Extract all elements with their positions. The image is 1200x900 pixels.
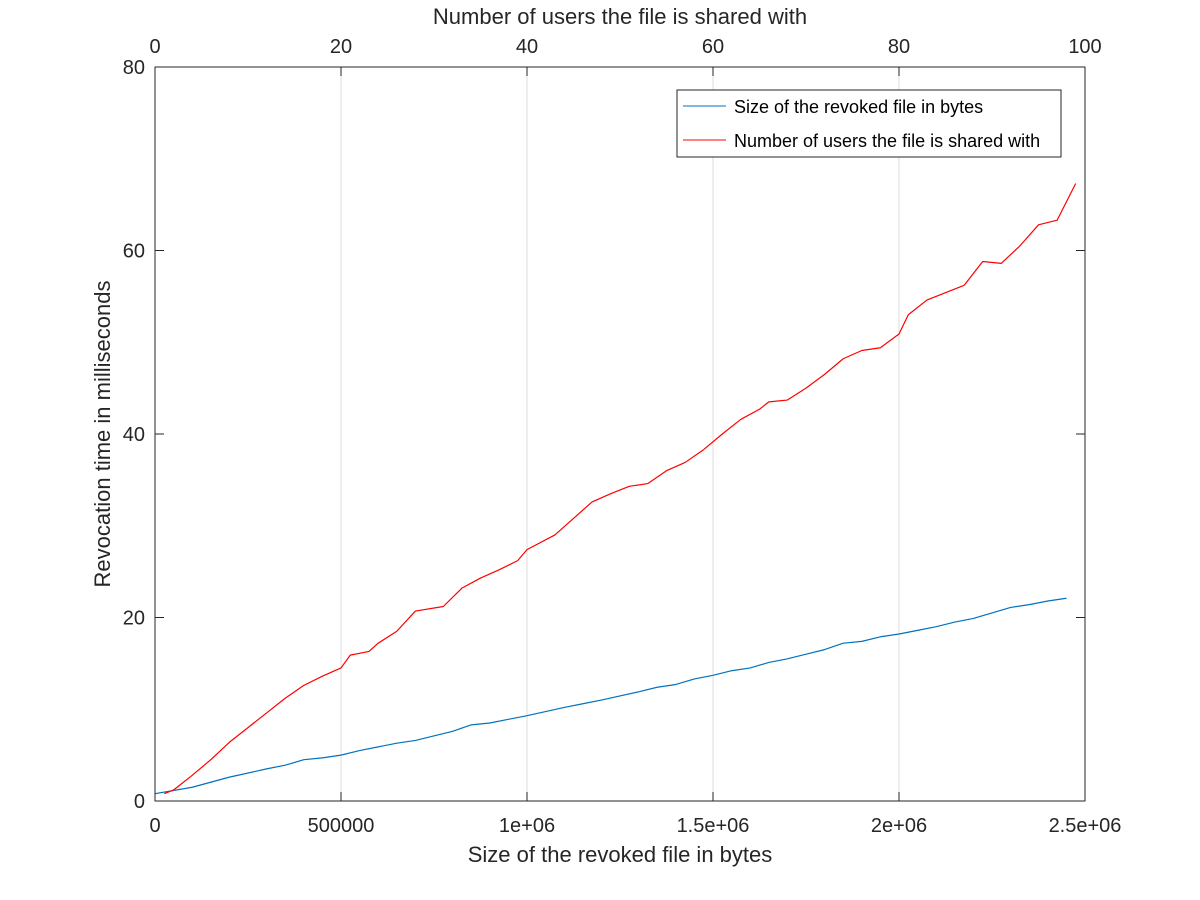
x2-tick-label: 80	[888, 36, 910, 58]
series-line-file-size	[154, 597, 1067, 795]
axis-ticks: 0 500000 1e+06 1.5e+06 2e+06 2.5e+06 0 20 40 60 80…	[123, 36, 1122, 837]
x2-tick-label: 40	[516, 36, 538, 58]
x2-axis-label: Number of users the file is shared with	[433, 4, 807, 29]
series-lines	[154, 183, 1077, 795]
y-tick-label: 80	[123, 57, 145, 79]
legend: Size of the revoked file in bytes Number…	[676, 89, 1062, 158]
x-tick-label: 1.5e+06	[677, 815, 750, 837]
x2-tick-label: 0	[149, 36, 160, 58]
y-tick-label: 0	[134, 791, 145, 813]
gridlines	[340, 67, 900, 801]
series-line-users	[164, 183, 1077, 795]
y-axis-label: Revocation time in milliseconds	[90, 281, 115, 588]
y-tick-label: 60	[123, 241, 145, 263]
legend-label-users: Number of users the file is shared with	[734, 131, 1040, 151]
x-tick-label: 2e+06	[871, 815, 927, 837]
x2-tick-label: 20	[330, 36, 352, 58]
x-axis-label: Size of the revoked file in bytes	[468, 842, 773, 867]
legend-label-file-size: Size of the revoked file in bytes	[734, 97, 983, 117]
y-tick-label: 20	[123, 608, 145, 630]
x-tick-label: 2.5e+06	[1049, 815, 1122, 837]
y-tick-label: 40	[123, 424, 145, 446]
x-tick-label: 500000	[308, 815, 375, 837]
x-tick-label: 0	[149, 815, 160, 837]
x2-tick-label: 100	[1068, 36, 1101, 58]
x-tick-label: 1e+06	[499, 815, 555, 837]
legend-box	[676, 89, 1062, 158]
x2-tick-label: 60	[702, 36, 724, 58]
